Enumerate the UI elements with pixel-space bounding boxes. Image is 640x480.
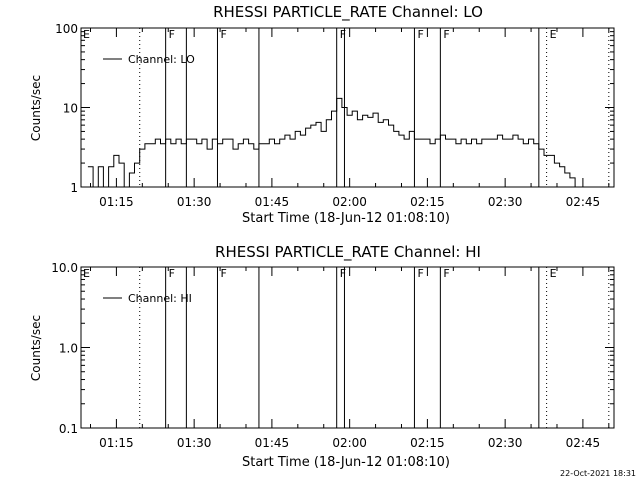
panel-lo-event-lines	[139, 28, 610, 187]
panel-lo-series	[87, 97, 581, 188]
x-tick-label: 02:00	[332, 195, 367, 209]
panel-lo-corner-flag: E	[83, 28, 90, 41]
panel-lo-ticks: 01:15 01:30 01:45 02:00 02:15 02:30 02:45 1 10 10…	[55, 22, 614, 209]
x-tick-label: 02:00	[332, 436, 367, 450]
panel-hi-event-lines	[139, 267, 610, 428]
panel-hi-y-axis-label: Counts/sec	[29, 315, 43, 381]
event-flag-label: F	[417, 28, 423, 41]
panel-lo-legend-label: Channel: LO	[128, 53, 195, 66]
x-tick-label: 02:45	[566, 195, 601, 209]
panel-lo-x-axis-label: Start Time (18-Jun-12 01:08:10)	[242, 211, 450, 226]
event-flag-label: F	[340, 28, 346, 41]
event-flag-label: E	[550, 28, 557, 41]
y-tick-label: 0.1	[59, 422, 78, 436]
event-flag-label: F	[220, 28, 226, 41]
x-tick-label: 02:15	[410, 195, 445, 209]
panel-lo-title: RHESSI PARTICLE_RATE Channel: LO	[213, 3, 483, 22]
event-flag-label: F	[443, 28, 449, 41]
y-tick-label: 1	[70, 181, 78, 195]
x-tick-label: 02:30	[488, 195, 523, 209]
panel-hi-title: RHESSI PARTICLE_RATE Channel: HI	[215, 243, 481, 262]
series-line	[87, 97, 581, 188]
event-flag-label: E	[550, 267, 557, 280]
panel-hi-x-axis-label: Start Time (18-Jun-12 01:08:10)	[242, 455, 450, 470]
event-flag-label: F	[220, 267, 226, 280]
x-tick-label: 01:15	[99, 436, 134, 450]
x-tick-label: 02:15	[410, 436, 445, 450]
x-tick-label: 02:30	[488, 436, 523, 450]
y-tick-label: 1.0	[59, 342, 78, 356]
panel-lo-legend: Channel: LO	[103, 53, 195, 66]
event-flag-label: F	[340, 267, 346, 280]
x-tick-label: 02:45	[566, 436, 601, 450]
event-flag-label: F	[417, 267, 423, 280]
event-flag-label: F	[443, 267, 449, 280]
panel-hi-legend: Channel: HI	[103, 292, 192, 305]
panel-hi-legend-label: Channel: HI	[128, 292, 192, 305]
panel-lo-y-axis-label: Counts/sec	[29, 75, 43, 141]
event-flag-label: F	[169, 267, 175, 280]
panel-hi-ticks: 01:15 01:30 01:45 02:00 02:15 02:30 02:45 0.1 1.…	[51, 261, 614, 450]
x-tick-label: 01:45	[255, 436, 290, 450]
x-tick-label: 01:30	[177, 195, 212, 209]
panel-hi-corner-flag: E	[83, 267, 90, 280]
x-tick-label: 01:45	[255, 195, 290, 209]
x-tick-label: 01:15	[99, 195, 134, 209]
y-tick-label: 10	[63, 102, 78, 116]
generation-timestamp: 22-Oct-2021 18:31	[560, 469, 636, 478]
y-tick-label: 10.0	[51, 261, 78, 275]
x-tick-label: 01:30	[177, 436, 212, 450]
event-flag-label: F	[169, 28, 175, 41]
y-tick-label: 100	[55, 22, 78, 36]
